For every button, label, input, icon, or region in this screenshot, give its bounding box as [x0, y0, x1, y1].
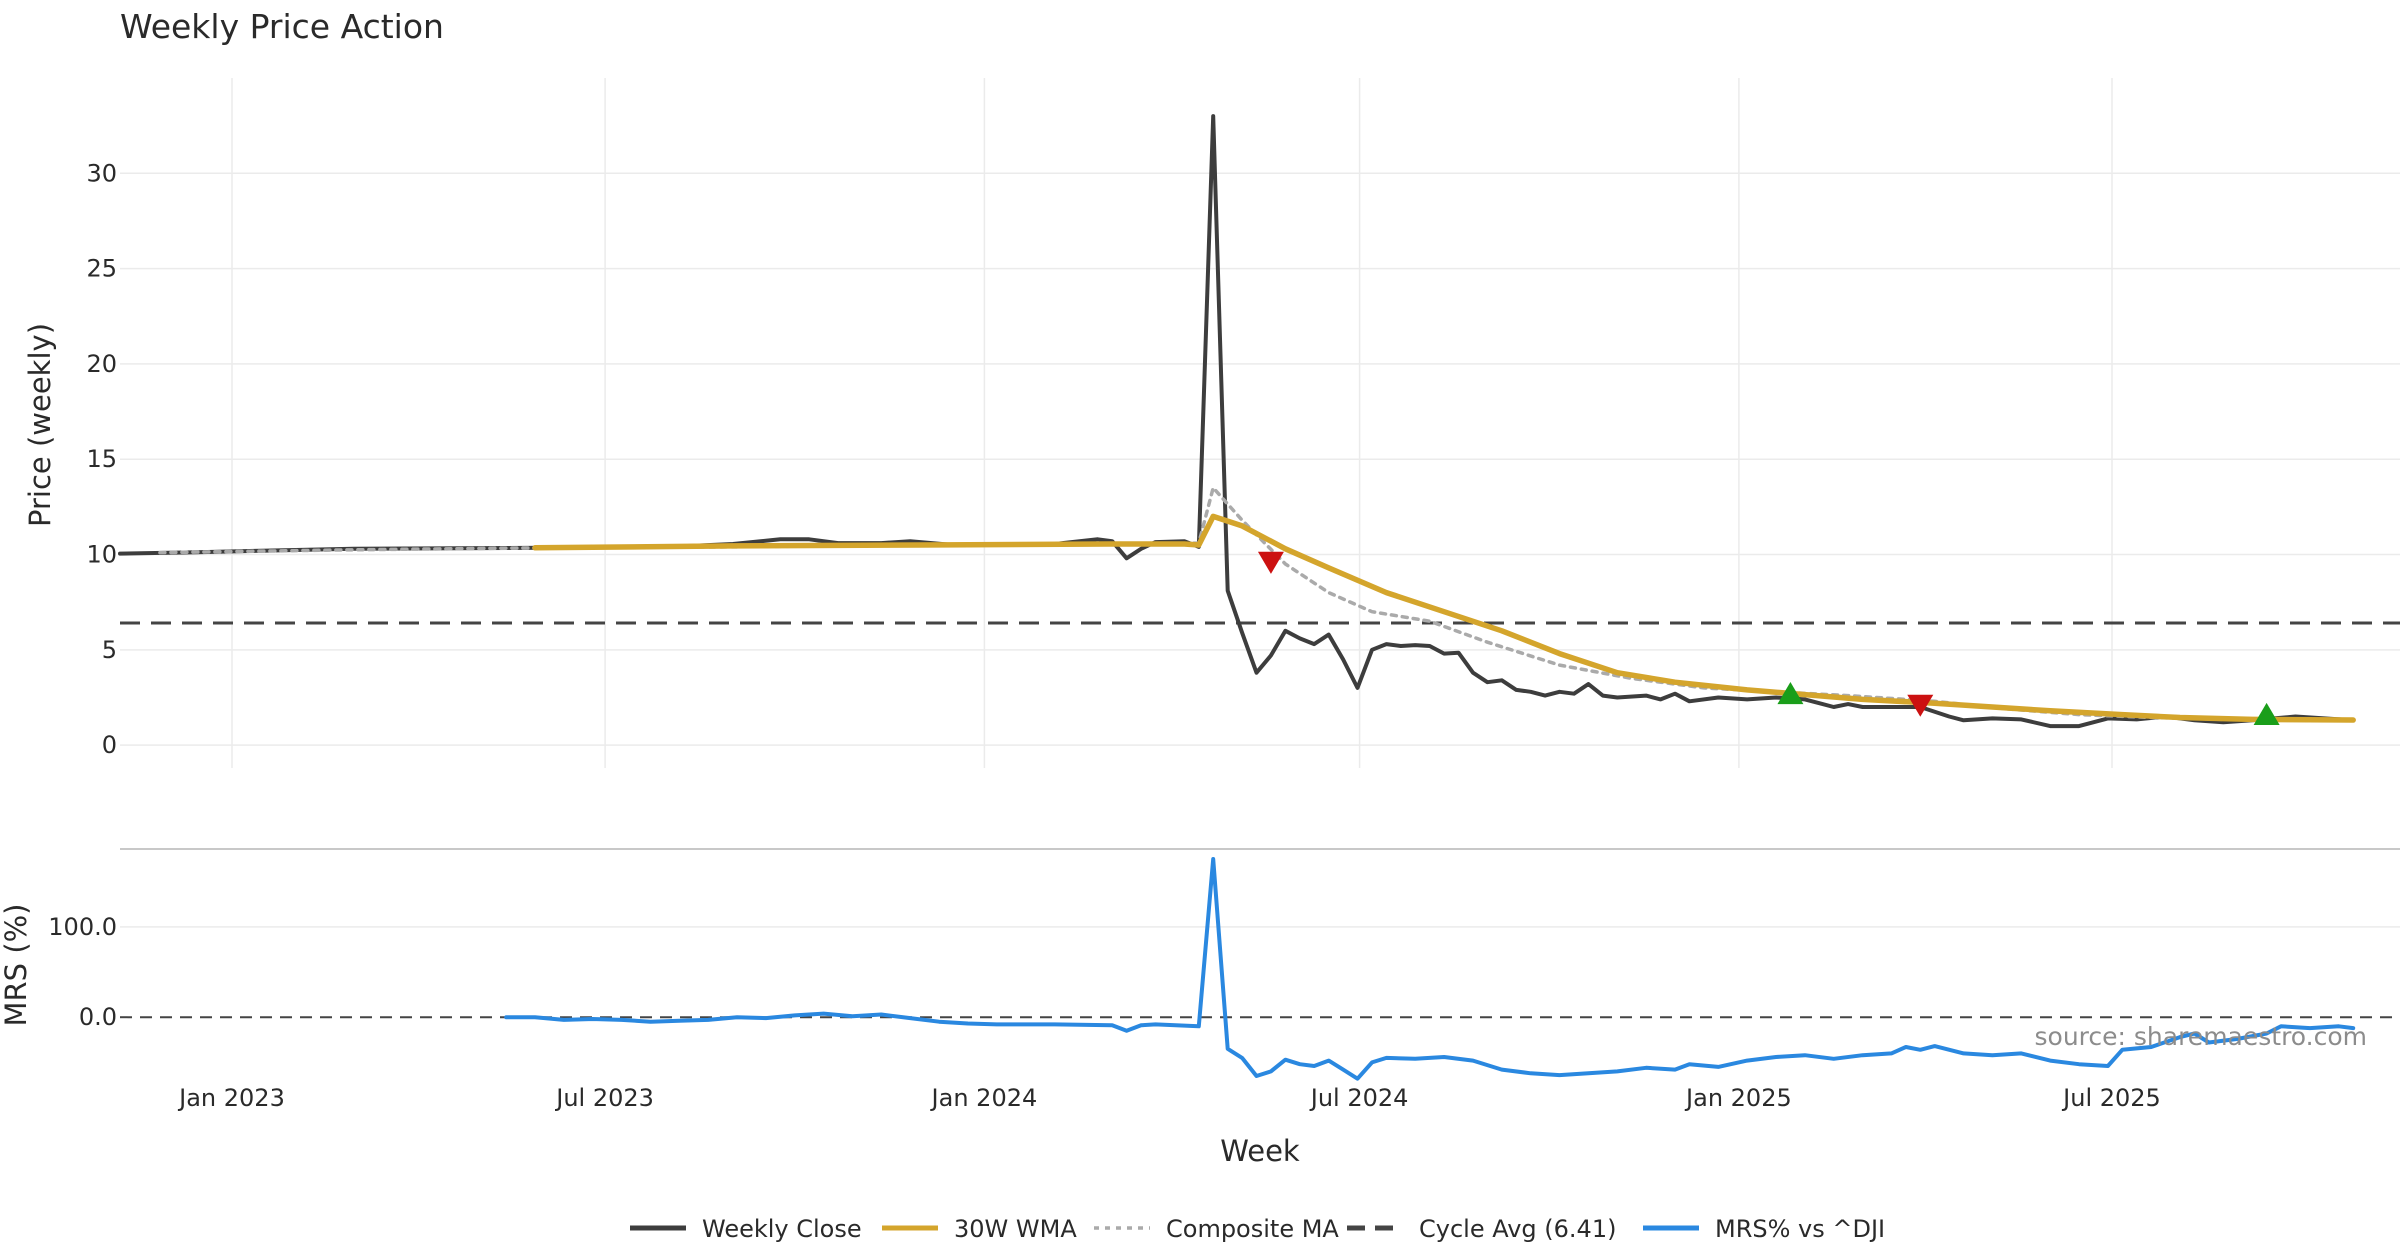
legend-label-cycle-avg-6-41: Cycle Avg (6.41) [1419, 1215, 1616, 1243]
buy-signal-marker [1777, 681, 1804, 705]
x-tick-label: Jan 2024 [930, 1084, 1038, 1112]
y-tick-label: 15 [86, 445, 117, 473]
x-tick-label: Jul 2025 [2061, 1084, 2161, 1112]
x-axis-label: Week [1220, 1134, 1300, 1168]
mrs-vs-dji-line [504, 857, 2356, 1081]
chart-title: Weekly Price Action [120, 7, 444, 46]
sell-signal-marker [1257, 551, 1284, 574]
y-tick-label: 10 [86, 541, 117, 569]
mrs-panel: 0.0 100.0 [48, 848, 2400, 1081]
x-axis-ticks: Jan 2023 Jul 2023 Jan 2024 Jul 2024 Jan 2025… [177, 1084, 2161, 1112]
price-y-axis-label: Price (weekly) [23, 323, 57, 527]
legend-label-weekly-close: Weekly Close [702, 1215, 862, 1243]
legend-label-30w-wma: 30W WMA [954, 1215, 1077, 1243]
legend-label-composite-ma: Composite MA [1166, 1215, 1339, 1243]
y-tick-label: 5 [102, 636, 117, 664]
mrs-y-axis-label: MRS (%) [0, 904, 33, 1027]
weekly-close-line [118, 114, 2356, 729]
price-panel: 0 5 10 15 20 25 30 [86, 78, 2400, 768]
y-tick-label: 0 [102, 731, 117, 759]
y-tick-label: 25 [86, 255, 117, 283]
x-tick-label: Jul 2023 [554, 1084, 654, 1112]
30w-wma-line [532, 513, 2356, 723]
chart-legend: Weekly Close 30W WMA Composite MA Cycle Avg… [630, 1215, 1885, 1243]
y-tick-label: 30 [86, 159, 117, 187]
composite-ma-line [158, 486, 2355, 722]
sell-signal-marker [1907, 694, 1934, 717]
x-tick-label: Jan 2023 [177, 1084, 285, 1112]
buy-signal-marker [2253, 702, 2280, 726]
x-tick-label: Jan 2025 [1684, 1084, 1792, 1112]
y-tick-label: 20 [86, 350, 117, 378]
legend-label-mrs-vs-dji: MRS% vs ^DJI [1715, 1215, 1885, 1243]
y-tick-label: 0.0 [79, 1003, 117, 1031]
y-tick-label: 100.0 [48, 913, 117, 941]
source-annotation: source: sharemaestro.com [2035, 1022, 2368, 1051]
x-tick-label: Jul 2024 [1309, 1084, 1409, 1112]
